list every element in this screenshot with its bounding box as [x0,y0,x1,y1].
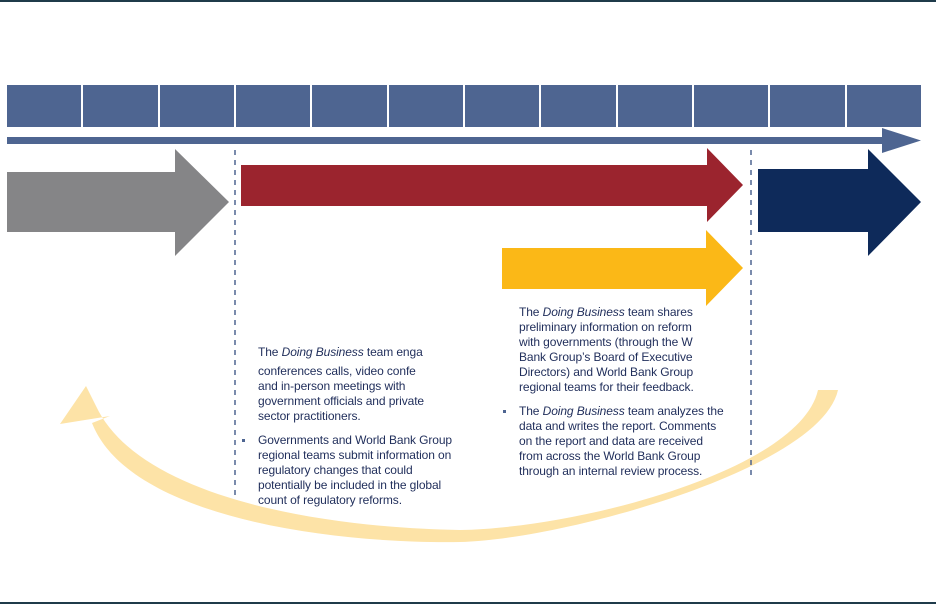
left-paragraph: The Doing Business team enga conferences… [258,345,468,424]
cycle-feedback-arrow [60,386,838,543]
text-line: with governments (through the W [519,335,693,349]
text-line: and in-person meetings with [258,379,406,393]
text-line: government officials and private [258,394,425,408]
right-paragraph: The Doing Business team shares prelimina… [519,305,724,395]
gray-phase-arrow [7,149,229,256]
month-cell [159,85,234,127]
right-bullet: The Doing Business team analyzes the dat… [503,404,724,479]
text-span: team enga [363,345,423,359]
month-cell [617,85,692,127]
text-span: team analyzes the [624,404,724,418]
right-text-block: The Doing Business team shares prelimina… [503,305,724,488]
text-line: on the report and data are received [519,434,703,448]
text-span: team shares [624,305,693,319]
month-cell [312,85,387,127]
text-line: regional teams for their feedback. [519,380,694,394]
text-line: preliminary information on reform [519,320,692,334]
bottom-rule [0,602,936,604]
month-cell [388,85,463,127]
left-bullet: Governments and World Bank Group regiona… [242,433,468,508]
month-cell [235,85,311,127]
top-rule [0,0,936,2]
text-line: data and writes the report. Comments [519,419,717,433]
italic-title: Doing Business [281,345,364,359]
text-line: Bank Group’s Board of Executive [519,350,693,364]
month-cell [83,85,158,127]
month-cell [770,85,845,127]
text-line: count of regulatory reforms. [258,493,402,507]
italic-title: Doing Business [542,305,625,319]
text-line: Governments and World Bank Group [258,433,453,447]
red-phase-arrow [241,148,743,222]
yellow-phase-arrow [502,230,743,306]
month-cell [693,85,769,127]
text-line: sector practitioners. [258,409,361,423]
month-cell [846,85,921,127]
timeline-axis [7,137,897,144]
text-line: regional teams submit information on [258,448,452,462]
month-cell [464,85,540,127]
text-span: The [519,305,543,319]
timeline-axis-arrowhead [882,128,921,153]
month-cell [7,85,82,127]
text-line: regulatory changes that could [258,463,413,477]
text-line: through an internal review process. [519,464,703,478]
text-line: from across the World Bank Group [519,449,701,463]
text-span: The [519,404,543,418]
text-span: The [258,345,282,359]
italic-title: Doing Business [542,404,625,418]
timeline-month-bar [7,85,921,127]
text-line: potentially be included in the global [258,478,442,492]
text-line: conferences calls, video confe [258,364,416,378]
month-cell [541,85,616,127]
left-text-block: The Doing Business team enga conferences… [242,345,468,517]
navy-phase-arrow [758,149,921,256]
text-line: Directors) and World Bank Group [519,365,694,379]
